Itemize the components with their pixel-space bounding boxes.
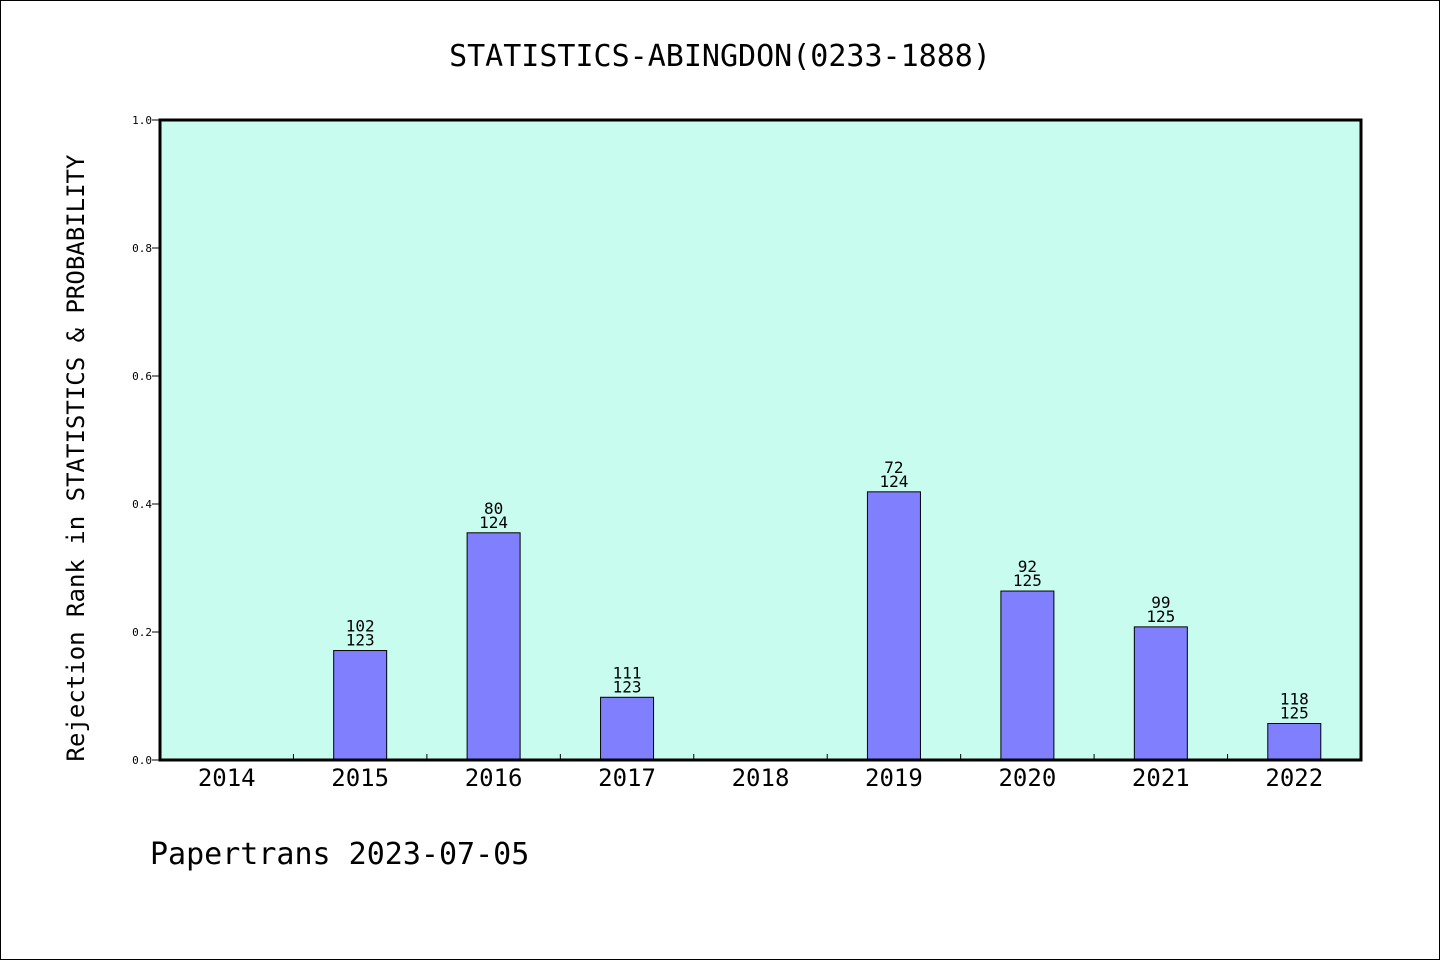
x-axis-ticks: 2014 2015 2016 2017 2018 2019 2020 2021 2022: [198, 754, 1323, 792]
bar-rank-label: 80: [484, 499, 503, 518]
bar-total-label: 123: [346, 631, 375, 650]
bar-2017: [600, 696, 655, 761]
bar-total-label: 125: [1013, 571, 1042, 590]
x-tick-label: 2020: [998, 764, 1056, 792]
bar-rank-label: 92: [1018, 557, 1037, 576]
plot-border: [158, 118, 1363, 762]
bar-2022: [1267, 723, 1322, 761]
x-tick-label: 2014: [198, 764, 256, 792]
bar-rank-label: 72: [884, 458, 903, 477]
y-axis-ticks: 0.0 0.2 0.4 0.6 0.8 1.0: [132, 114, 160, 767]
bar-total-label: 124: [879, 472, 908, 491]
bar-2020: [1000, 590, 1055, 761]
bar-total-label: 124: [479, 513, 508, 532]
x-tick-label: 2017: [598, 764, 656, 792]
x-tick-label: 2019: [865, 764, 923, 792]
bar-2015: [333, 650, 388, 761]
y-tick-label: 0.0: [132, 754, 152, 767]
y-tick-label: 1.0: [132, 114, 152, 127]
bar-2019: [866, 491, 921, 761]
x-tick-label: 2022: [1265, 764, 1323, 792]
bar-rank-label: 102: [346, 617, 375, 636]
x-tick-label: 2021: [1132, 764, 1190, 792]
y-tick-label: 0.4: [132, 498, 152, 511]
bar-2016: [466, 532, 521, 761]
y-tick-label: 0.2: [132, 626, 152, 639]
bar-total-label: 123: [613, 677, 642, 696]
footer-text: Papertrans 2023-07-05: [150, 837, 529, 872]
chart-title: STATISTICS-ABINGDON(0233-1888): [449, 39, 991, 74]
x-tick-label: 2015: [331, 764, 389, 792]
x-tick-label: 2018: [732, 764, 790, 792]
bar-rank-label: 118: [1280, 690, 1309, 709]
y-axis-label: Rejection Rank in STATISTICS & PROBABILI…: [62, 154, 90, 761]
bar-rank-label: 99: [1151, 593, 1170, 612]
bar-rank-label: 111: [613, 663, 642, 682]
y-tick-label: 0.6: [132, 370, 152, 383]
x-tick-label: 2016: [465, 764, 523, 792]
bar-total-label: 125: [1146, 607, 1175, 626]
y-tick-label: 0.8: [132, 242, 152, 255]
bar-total-label: 125: [1280, 704, 1309, 723]
bar-2021: [1133, 626, 1188, 761]
